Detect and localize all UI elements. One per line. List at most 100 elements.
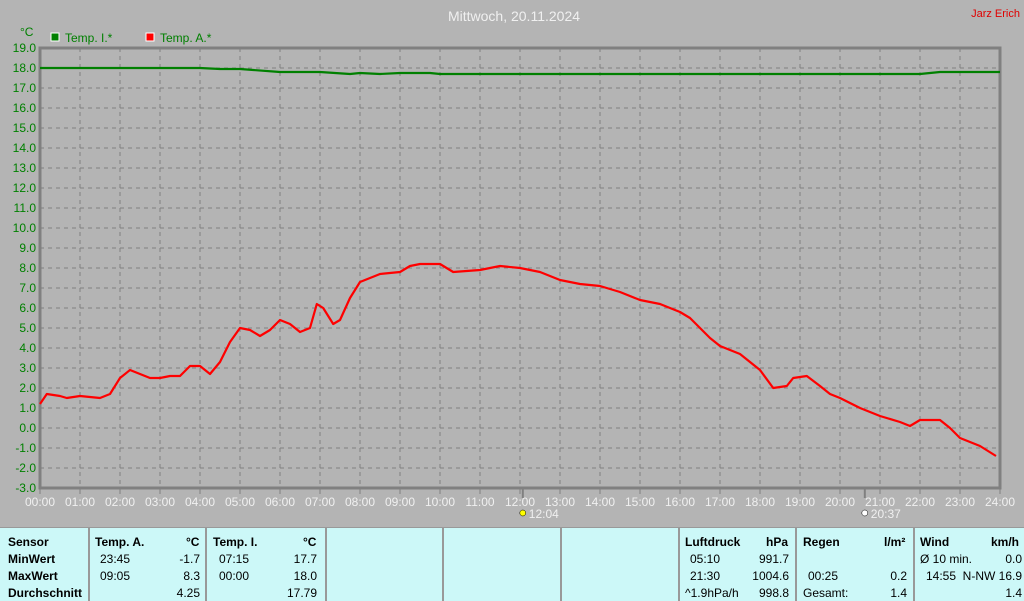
y-tick-label: 3.0 [19,361,36,375]
y-tick-label: 6.0 [19,301,36,315]
min-label: MinWert [8,552,56,566]
ti-unit: °C [303,535,317,549]
y-tick-label: 19.0 [13,41,37,55]
lp-header: Luftdruck [685,535,741,549]
y-tick-label: 7.0 [19,281,36,295]
x-tick-label: 04:00 [185,495,215,509]
x-tick-label: 13:00 [545,495,575,509]
wind-avg-value: 0.0 [1005,552,1022,566]
y-tick-label: 11.0 [14,201,37,215]
legend-swatch [50,32,60,42]
rain-total-value: 1.4 [890,586,907,600]
x-tick-label: 12:00 [505,495,535,509]
x-tick-label: 21:00 [865,495,895,509]
y-tick-label: 10.0 [13,221,37,235]
y-tick-label: 17.0 [13,81,37,95]
ti-avg: 17.79 [286,586,317,600]
x-tick-label: 19:00 [785,495,815,509]
ti-min-time: 07:15 [219,552,250,566]
annotation-time: 20:37 [871,507,901,521]
rain-max-value: 0.2 [890,569,907,583]
ti-max-time: 00:00 [219,569,250,583]
x-tick-label: 03:00 [145,495,175,509]
x-tick-label: 10:00 [425,495,455,509]
y-tick-label: 2.0 [19,381,36,395]
ta-avg: 4.25 [176,586,200,600]
ti-header: Temp. I. [213,535,258,549]
x-tick-label: 11:00 [465,495,494,509]
avg-label: Durchschnitt [8,586,83,600]
x-tick-label: 08:00 [345,495,375,509]
lp-unit: hPa [766,535,789,549]
lp-max-time: 21:30 [690,569,721,583]
ta-max-value: 8.3 [183,569,200,583]
y-tick-label: 13.0 [13,161,37,175]
rain-total-label: Gesamt: [803,586,849,600]
ti-max-value: 18.0 [293,569,317,583]
wind-unit: km/h [991,535,1020,549]
y-tick-label: 16.0 [13,101,37,115]
y-unit: °C [20,25,34,39]
x-tick-label: 00:00 [25,495,55,509]
wind-avg-label: Ø 10 min. [920,552,973,566]
x-tick-label: 16:00 [665,495,695,509]
series-line-temp-a [39,262,997,457]
max-label: MaxWert [8,569,58,583]
y-tick-label: 15.0 [13,121,37,135]
y-tick-label: -1.0 [15,441,36,455]
legend-label: Temp. I.* [65,31,113,45]
sensor-header: Sensor [8,535,49,549]
x-tick-label: 05:00 [225,495,255,509]
y-tick-label: 0.0 [19,421,36,435]
y-tick-label: 12.0 [13,181,37,195]
y-tick-label: 14.0 [13,141,37,155]
x-tick-label: 01:00 [65,495,95,509]
y-tick-label: -2.0 [15,461,36,475]
sunset-icon [861,509,869,517]
lp-avg: 998.8 [758,586,789,600]
y-tick-label: 5.0 [19,321,36,335]
x-tick-label: 18:00 [745,495,775,509]
x-tick-label: 14:00 [585,495,615,509]
x-tick-label: 09:00 [385,495,415,509]
ta-min-value: -1.7 [179,552,200,566]
ta-min-time: 23:45 [100,552,131,566]
author-label: Jarz Erich [971,8,1020,20]
x-tick-label: 20:00 [825,495,855,509]
ta-unit: °C [186,535,200,549]
x-tick-label: 17:00 [705,495,735,509]
wind-value-3: 1.4 [1005,586,1022,600]
rain-header: Regen [803,535,840,549]
x-tick-label: 22:00 [905,495,935,509]
legend-swatch [145,32,155,42]
y-tick-label: 4.0 [19,341,36,355]
legend-label: Temp. A.* [160,31,212,45]
chart-title: Mittwoch, 20.11.2024 [448,8,580,24]
lp-max-value: 1004.6 [752,569,789,583]
lp-min-time: 05:10 [690,552,721,566]
x-tick-label: 15:00 [625,495,655,509]
ta-max-time: 09:05 [100,569,131,583]
x-tick-label: 23:00 [945,495,975,509]
wind-header: Wind [920,535,950,549]
x-tick-label: 07:00 [305,495,335,509]
annotation-time: 12:04 [529,507,559,521]
lp-trend: ^1.9hPa/h [685,586,739,600]
x-tick-label: 06:00 [265,495,295,509]
sunrise-icon [519,509,527,517]
y-tick-label: -3.0 [15,481,36,495]
rain-unit: l/m² [884,535,906,549]
rain-max-time: 00:25 [808,569,839,583]
wind-max-value: N-NW 16.9 [962,569,1022,583]
series-line-temp-i [40,66,1000,76]
temperature-chart: Mittwoch, 20.11.2024 Jarz Erich °C Temp.… [13,8,1020,521]
y-tick-label: 18.0 [13,61,37,75]
y-tick-label: 8.0 [19,261,36,275]
y-tick-label: 9.0 [19,241,36,255]
wind-max-time: 14:55 [926,569,957,583]
x-tick-label: 02:00 [105,495,135,509]
y-tick-label: 1.0 [19,401,36,415]
stats-table: Sensor MinWert MaxWert Durchschnitt Temp… [0,527,1024,601]
ta-header: Temp. A. [95,535,145,549]
x-tick-label: 24:00 [985,495,1015,509]
